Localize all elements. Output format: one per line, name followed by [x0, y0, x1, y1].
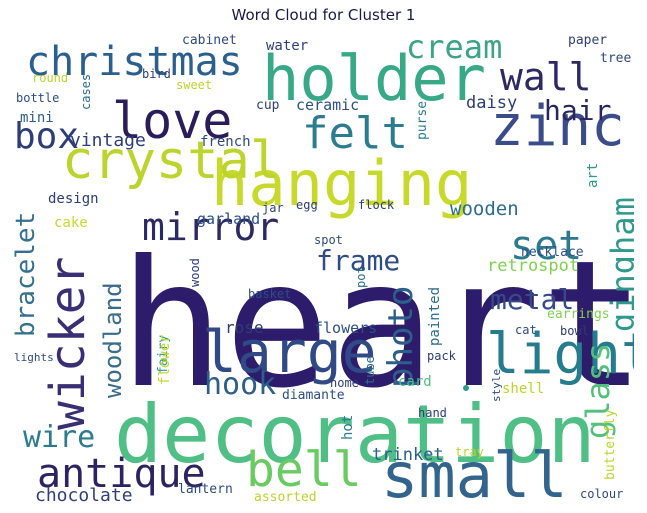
- word-bracelet: bracelet: [14, 212, 41, 337]
- word-paper: paper: [568, 33, 607, 48]
- word-cabinet: cabinet: [182, 33, 237, 48]
- word-flock: flock: [358, 198, 395, 212]
- word-cases: cases: [79, 74, 93, 110]
- word-pot: pot: [354, 266, 368, 288]
- word-fairy: fairy: [156, 335, 171, 374]
- word-gingham: gingham: [604, 197, 634, 332]
- word-hook: hook: [204, 367, 276, 402]
- word-woodland: woodland: [99, 282, 127, 398]
- word-wire: wire: [23, 420, 95, 455]
- word-holder: holder: [262, 42, 486, 115]
- word-ceramic: ceramic: [296, 96, 359, 114]
- word-tree: tree: [600, 51, 631, 66]
- word-hand: hand: [418, 406, 447, 420]
- word-cream: cream: [406, 30, 502, 66]
- word-diamante: diamante: [282, 388, 345, 403]
- word-french: french: [200, 134, 251, 150]
- word-basket: basket: [248, 287, 291, 301]
- word-retrospot: retrospot: [487, 256, 579, 276]
- word-pack: pack: [427, 349, 457, 363]
- word-hanging: hanging: [211, 147, 472, 220]
- word-decoration: decoration: [114, 388, 596, 481]
- word-style: style: [490, 369, 503, 402]
- word-wicker: wicker: [40, 257, 96, 430]
- word-lights: lights: [14, 351, 54, 364]
- word-wood: wood: [188, 258, 202, 287]
- word-flowers: flowers: [314, 319, 377, 337]
- word-spot: spot: [314, 233, 343, 247]
- word-photo: photo: [381, 286, 421, 388]
- word-butterfly: butterfly: [603, 409, 618, 480]
- word-lantern: lantern: [178, 482, 233, 497]
- word-chocolate: chocolate: [35, 485, 133, 505]
- word-box: box: [14, 116, 79, 157]
- word-felt: felt: [302, 108, 408, 159]
- word-wooden: wooden: [450, 198, 519, 220]
- word-mini: mini: [20, 110, 54, 126]
- word-zinc: zinc: [490, 94, 625, 159]
- word-earrings: earrings: [547, 307, 610, 322]
- word-christmas: christmas: [26, 39, 243, 85]
- word-set: set: [510, 223, 582, 269]
- word-daisy: daisy: [466, 93, 517, 113]
- word-design: design: [48, 191, 99, 207]
- word-antique: antique: [37, 451, 206, 497]
- word-cat: cat: [515, 323, 537, 337]
- word-vintage: vintage: [70, 130, 146, 151]
- word-trinket: trinket: [372, 445, 444, 465]
- word-bird: bird: [142, 67, 171, 81]
- word-cloud: heart decoration hanging crystal holder chris…: [14, 30, 634, 505]
- word-small: small: [381, 439, 568, 505]
- word-large: large: [202, 318, 377, 386]
- word-garland: garland: [197, 210, 260, 228]
- word-egg: egg: [296, 198, 318, 212]
- word-art: art: [585, 163, 601, 188]
- word-metal: metal: [490, 283, 574, 316]
- word-bell: bell: [246, 442, 362, 498]
- word-shell: shell: [502, 381, 544, 397]
- word-glass: glass: [579, 343, 617, 439]
- word-mirror: mirror: [142, 205, 279, 249]
- word-rose: rose: [225, 318, 264, 337]
- word-love: love: [112, 92, 232, 150]
- word-flower: flower: [157, 334, 173, 385]
- word-cup: cup: [256, 98, 280, 113]
- word-hair: hair: [544, 94, 611, 127]
- word-jar: jar: [262, 201, 284, 215]
- word-bottle: bottle: [16, 91, 59, 105]
- word-cake: cake: [54, 215, 88, 231]
- word-wall: wall: [500, 55, 592, 99]
- word-purse: purse: [415, 101, 430, 140]
- word-card: card: [398, 374, 432, 390]
- stray-dot-mark: [463, 385, 469, 391]
- word-heart: heart: [119, 224, 634, 427]
- word-tray: tray: [455, 445, 484, 459]
- word-frame: frame: [316, 244, 400, 277]
- word-necklace: necklace: [521, 245, 584, 260]
- word-tube: tube: [363, 356, 377, 385]
- word-bowl: bowl: [560, 324, 589, 338]
- word-assorted: assorted: [254, 490, 317, 505]
- word-light: light: [486, 322, 634, 387]
- word-colour: colour: [580, 487, 623, 501]
- word-round: round: [32, 71, 68, 85]
- chart-title: Word Cloud for Cluster 1: [231, 6, 416, 24]
- word-crystal: crystal: [62, 131, 281, 191]
- word-water: water: [266, 38, 308, 54]
- word-home: home: [330, 376, 359, 390]
- word-sweet: sweet: [176, 78, 212, 92]
- word-hot: hot: [340, 415, 356, 440]
- word-painted: painted: [427, 287, 443, 346]
